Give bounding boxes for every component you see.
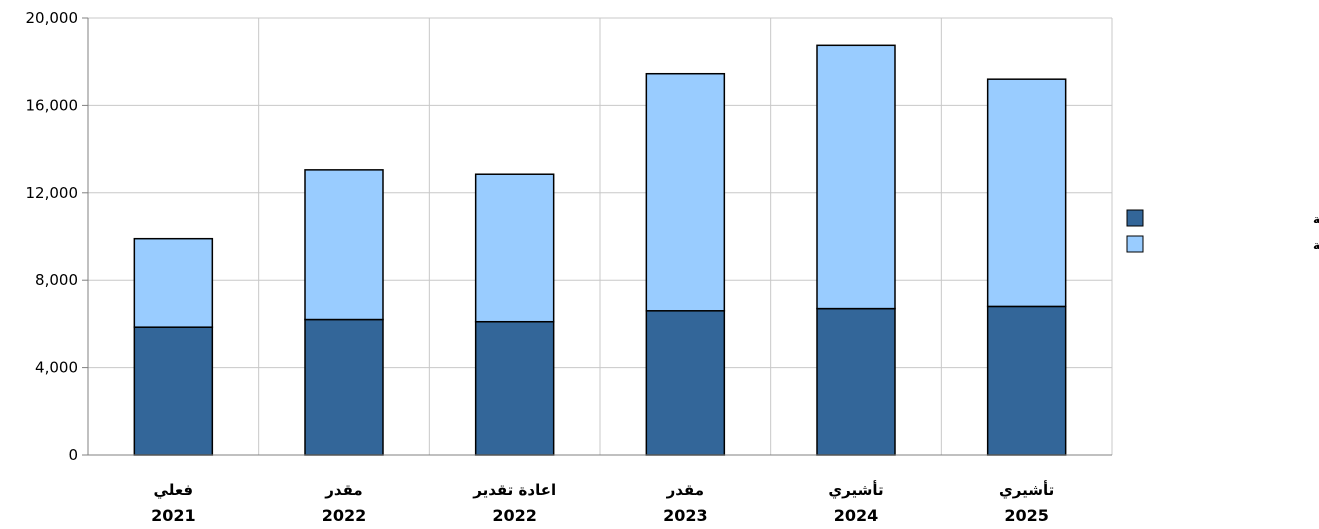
bar-segment-series-0-cat-5: [986, 305, 1067, 456]
bar-segment-series-1-cat-4: [816, 44, 896, 310]
bars: [133, 44, 1067, 456]
bar-segment-series-0-cat-4: [816, 307, 896, 456]
y-tick-label: 12,000: [26, 184, 79, 202]
bar-segment-series-0-cat-0: [133, 326, 214, 456]
legend: النفقات الجارية النفقات الرأسمالية: [1126, 209, 1319, 253]
legend-swatch: [1126, 235, 1144, 253]
y-tick-label: 0: [68, 446, 78, 464]
bar-segment-series-1-cat-0: [133, 237, 214, 328]
x-category-label: اعادة تقدير: [472, 481, 556, 499]
x-category-label: تأشيري: [999, 480, 1054, 500]
x-year-label: 2024: [834, 506, 879, 525]
y-tick-label: 16,000: [26, 96, 79, 114]
y-tick-label: 20,000: [26, 9, 79, 27]
x-year-label: 2021: [151, 506, 196, 525]
y-tick-labels: 0 4,000 8,000 12,000 16,000 20,000: [26, 9, 79, 464]
x-category-label: مقدر: [666, 481, 704, 499]
bar-segment-series-0-cat-2: [474, 320, 555, 456]
x-year-label: 2022: [492, 506, 537, 525]
y-tick-label: 8,000: [35, 271, 78, 289]
legend-label: النفقات الرأسمالية: [1313, 237, 1319, 252]
legend-swatch: [1126, 209, 1144, 227]
bar-segment-series-1-cat-1: [304, 169, 384, 321]
x-category-label: مقدر: [324, 481, 362, 499]
x-year-label: 2023: [663, 506, 708, 525]
grid: [88, 17, 1113, 456]
axes: [82, 17, 1112, 456]
legend-label: النفقات الجارية: [1313, 212, 1319, 226]
bar-segment-series-0-cat-1: [304, 318, 384, 456]
bar-segment-series-1-cat-3: [645, 72, 726, 312]
x-year-label: 2025: [1004, 506, 1049, 525]
x-category-label: تأشيري: [828, 480, 883, 500]
x-tick-labels: فعلي 2021 مقدر 2022 اعادة تقدير 2022 مقدر 2023 ت…: [151, 480, 1054, 525]
bar-segment-series-0-cat-3: [645, 310, 726, 456]
y-tick-label: 4,000: [35, 359, 78, 377]
bar-segment-series-1-cat-2: [474, 173, 555, 323]
x-year-label: 2022: [322, 506, 367, 525]
bar-segment-series-1-cat-5: [986, 78, 1067, 308]
x-category-label: فعلي: [154, 481, 194, 499]
